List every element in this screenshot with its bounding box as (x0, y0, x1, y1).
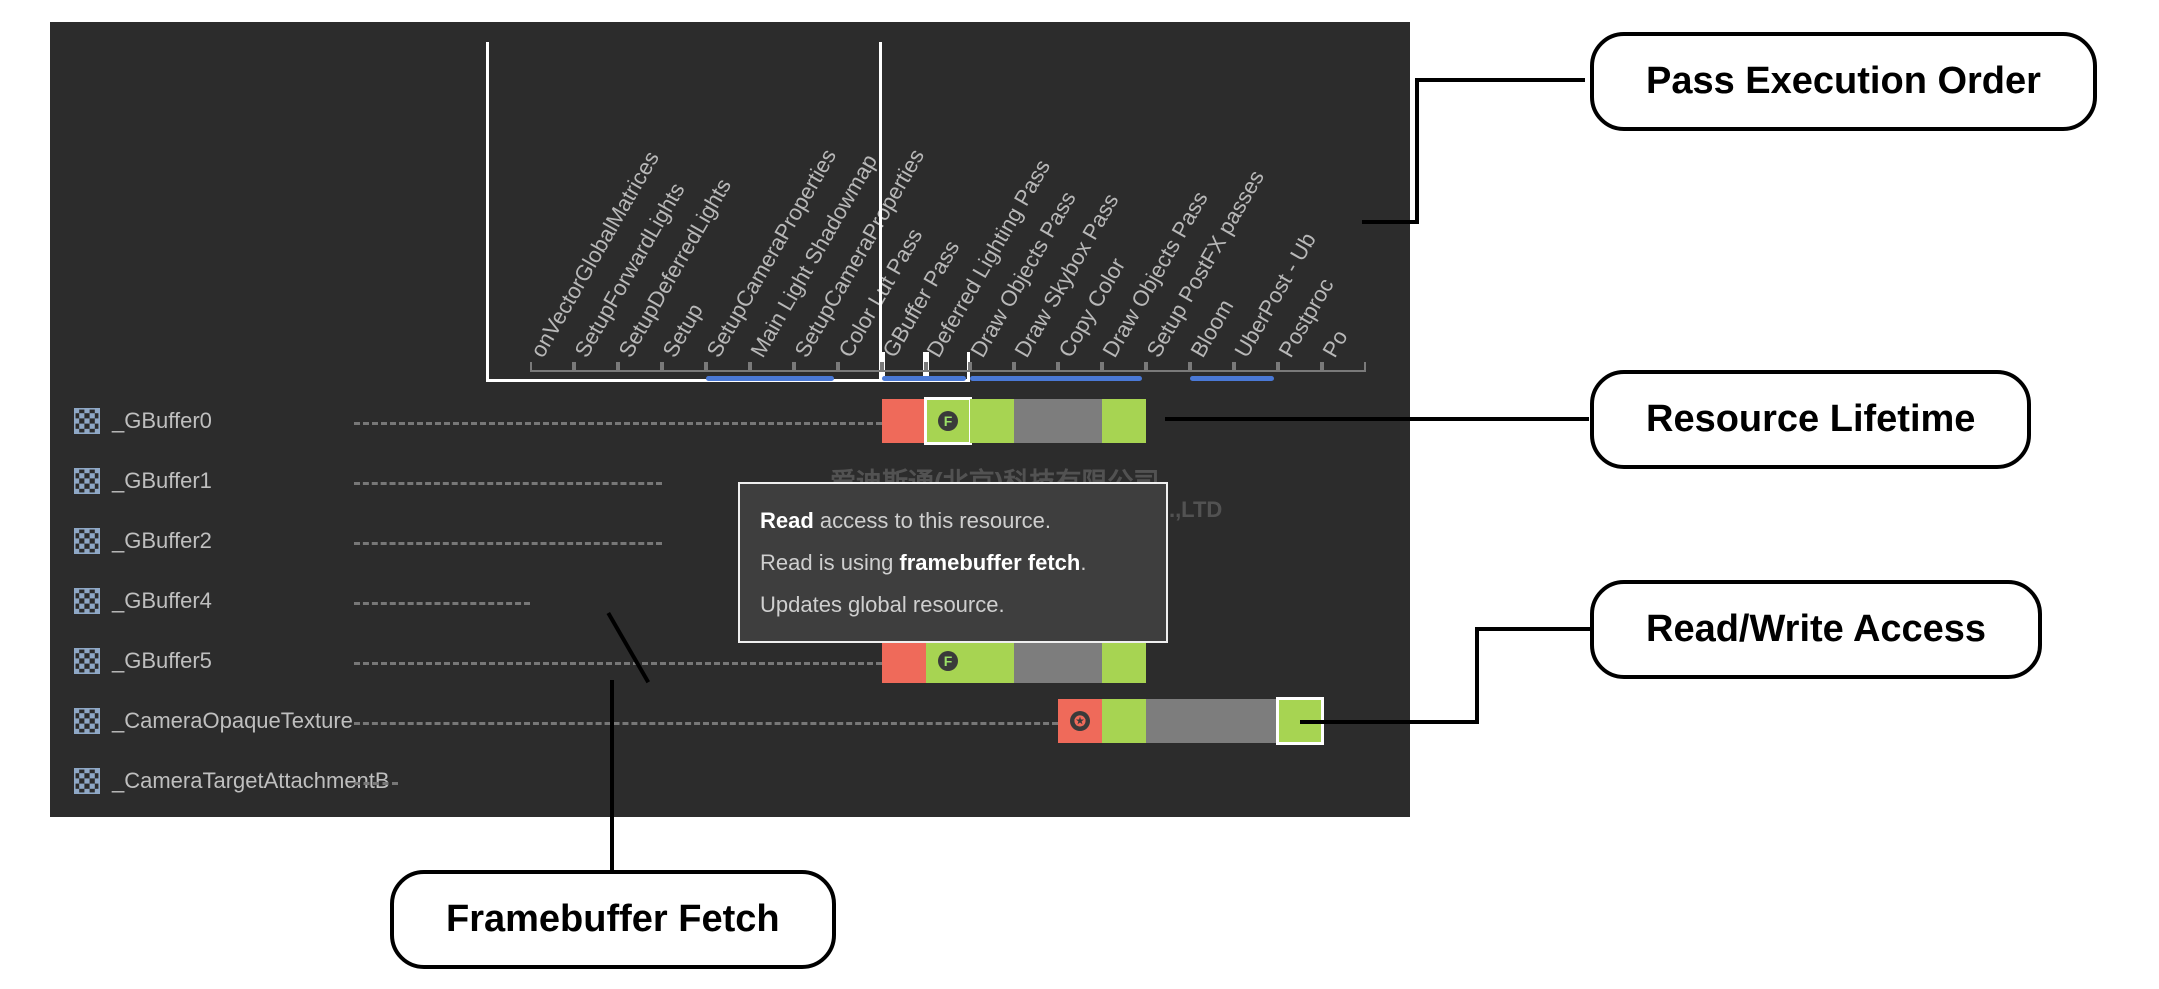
access-cell[interactable]: F (926, 399, 970, 443)
access-cell[interactable] (882, 399, 926, 443)
resource-row: _GBuffer2 (50, 512, 1410, 572)
texture-icon (74, 588, 100, 614)
tooltip-line: Updates global resource. (760, 584, 1146, 626)
lifetime-dash (354, 782, 398, 785)
access-cell[interactable] (1234, 699, 1278, 743)
resource-row: _CameraOpaqueTexture ✪ (50, 692, 1410, 752)
lead-line (1475, 627, 1590, 631)
access-cell[interactable] (1102, 639, 1146, 683)
access-cell[interactable] (1190, 699, 1234, 743)
lifetime-dash (354, 662, 882, 665)
resource-row: _CameraTargetAttachmentB (50, 752, 1410, 812)
callout-pass-order: Pass Execution Order (1590, 32, 2097, 131)
callout-access: Read/Write Access (1590, 580, 2042, 679)
lead-line (1415, 78, 1585, 82)
access-cell[interactable] (882, 639, 926, 683)
texture-icon (74, 468, 100, 494)
texture-icon (74, 648, 100, 674)
fbfetch-badge-icon: F (938, 651, 958, 671)
resource-label[interactable]: _GBuffer4 (112, 588, 212, 614)
access-cell[interactable] (1102, 699, 1146, 743)
resource-label[interactable]: _GBuffer5 (112, 648, 212, 674)
tooltip-line: Read is using framebuffer fetch. (760, 542, 1146, 584)
lead-line (1415, 78, 1419, 220)
lifetime-dash (354, 602, 530, 605)
texture-icon (74, 768, 100, 794)
resource-label[interactable]: _GBuffer0 (112, 408, 212, 434)
lifetime-dash (354, 722, 1058, 725)
tooltip-line: Read access to this resource. (760, 500, 1146, 542)
resource-row: _GBuffer1 (50, 452, 1410, 512)
access-cell[interactable] (1058, 639, 1102, 683)
access-cell[interactable]: F (926, 639, 970, 683)
fbfetch-badge-icon: F (938, 411, 958, 431)
pass-header: onVectorGlobalMatricesSetupForwardLights… (50, 22, 1410, 342)
access-cell[interactable] (1014, 399, 1058, 443)
callout-lifetime: Resource Lifetime (1590, 370, 2031, 469)
resource-label[interactable]: _GBuffer2 (112, 528, 212, 554)
access-cell[interactable] (1102, 399, 1146, 443)
access-cell[interactable]: ✪ (1058, 699, 1102, 743)
texture-icon (74, 528, 100, 554)
resource-label[interactable]: _GBuffer1 (112, 468, 212, 494)
texture-icon (74, 708, 100, 734)
lead-line (1165, 417, 1589, 421)
access-cell[interactable] (970, 399, 1014, 443)
lead-line (1475, 627, 1479, 720)
texture-icon (74, 408, 100, 434)
lead-line (610, 680, 614, 870)
access-cell[interactable] (1146, 699, 1190, 743)
access-cell[interactable] (1014, 639, 1058, 683)
resource-row: _GBuffer5 F (50, 632, 1410, 692)
lifetime-dash (354, 422, 882, 425)
lifetime-dash (354, 542, 662, 545)
globe-icon: ✪ (1070, 711, 1090, 731)
resource-label[interactable]: _CameraOpaqueTexture (112, 708, 353, 734)
access-cell[interactable] (1058, 399, 1102, 443)
lead-line (1300, 720, 1479, 724)
callout-fbfetch: Framebuffer Fetch (390, 870, 836, 969)
access-cell[interactable] (970, 639, 1014, 683)
resource-row: _GBuffer0 F (50, 392, 1410, 452)
column-track (530, 342, 1400, 382)
lead-line (1362, 220, 1419, 224)
resource-label[interactable]: _CameraTargetAttachmentB (112, 768, 390, 794)
resource-row: _GBuffer4 (50, 572, 1410, 632)
lifetime-dash (354, 482, 662, 485)
resource-rows: _GBuffer0 F _GBuffer1 _GBuffer2 _GBuffer4 _GB… (50, 392, 1410, 812)
cell-tooltip: Read access to this resource. Read is us… (738, 482, 1168, 643)
